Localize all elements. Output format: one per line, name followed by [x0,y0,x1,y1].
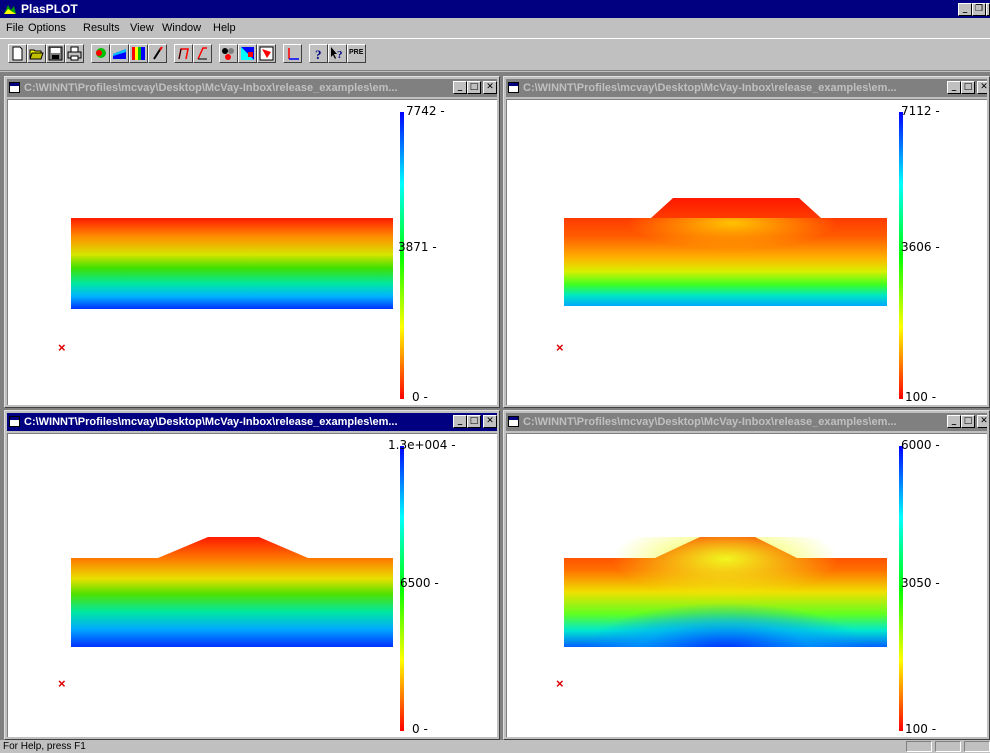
document-icon [508,82,519,93]
pencil-icon[interactable] [148,44,167,63]
document-icon [508,416,519,427]
scale-min-label: 100 - [905,722,937,736]
menu-window[interactable]: Window [162,22,202,34]
window-4-titlebar[interactable]: C:\WINNT\Profiles\mcvay\Desktop\McVay-In… [506,413,987,431]
window-2-title: C:\WINNT\Profiles\mcvay\Desktop\McVay-In… [523,82,897,94]
plot-window-1[interactable]: C:\WINNT\Profiles\mcvay\Desktop\McVay-In… [4,76,500,408]
scale-mid-label: 3050 - [901,576,940,590]
window-1-close-button[interactable]: ✕ [483,81,497,94]
embankment-section [71,537,393,647]
status-text: For Help, press F1 [3,741,86,752]
scale-max-label: 1.3e+004 - [388,438,456,452]
axis-left-icon[interactable] [174,44,193,63]
window-2-titlebar[interactable]: C:\WINNT\Profiles\mcvay\Desktop\McVay-In… [506,79,987,97]
window-2-minimize-button[interactable]: _ [947,81,961,94]
scale-mid-label: 6500 - [400,576,439,590]
color-scale-bar [400,112,404,399]
origin-marker: × [58,340,66,355]
plot-window-2[interactable]: C:\WINNT\Profiles\mcvay\Desktop\McVay-In… [503,76,990,408]
document-icon [9,82,20,93]
window-2-maximize-button[interactable]: □ [961,81,975,94]
scale-max-label: 7742 - [406,104,445,118]
toolbar: ? ? PRE [0,38,990,71]
scale-min-label: 100 - [905,390,937,404]
minimize-button[interactable]: _ [958,3,972,16]
scale-min-label: 0 - [412,722,428,736]
new-icon[interactable] [8,44,27,63]
print-icon[interactable] [65,44,84,63]
contour-plot-4 [564,446,903,731]
document-icon [9,416,20,427]
help-icon[interactable]: ? [309,44,328,63]
mdi-workspace: C:\WINNT\Profiles\mcvay\Desktop\McVay-In… [0,72,990,740]
contour-plot-2 [564,112,903,399]
app-title: PlasPLOT [21,2,78,16]
axis-right-icon[interactable] [193,44,212,63]
plot-window-3[interactable]: C:\WINNT\Profiles\mcvay\Desktop\McVay-In… [4,410,500,740]
pre-icon[interactable]: PRE [347,44,366,63]
status-pane-2 [935,741,961,752]
node-icon[interactable] [219,44,238,63]
contour-plot-3 [71,446,404,731]
plasplot-app-icon[interactable] [3,2,17,15]
window-1-minimize-button[interactable]: _ [453,81,467,94]
open-icon[interactable] [27,44,46,63]
scale-mid-label: 3606 - [901,240,940,254]
status-pane-1 [906,741,932,752]
element-color-icon[interactable] [238,44,257,63]
scale-mid-label: 3871 - [398,240,437,254]
window-4-plot-area[interactable]: 6000 - 3050 - 100 - × [506,433,987,737]
origin-marker: × [556,340,564,355]
window-3-plot-area[interactable]: 1.3e+004 - 6500 - 0 - × [7,433,497,737]
restore-button[interactable]: ❐ [972,3,986,16]
window-1-plot-area[interactable]: 7742 - 3871 - 0 - × [7,99,497,405]
window-1-titlebar[interactable]: C:\WINNT\Profiles\mcvay\Desktop\McVay-In… [7,79,497,97]
plot-window-4[interactable]: C:\WINNT\Profiles\mcvay\Desktop\McVay-In… [503,410,990,740]
close-button[interactable] [986,3,990,16]
window-3-titlebar[interactable]: C:\WINNT\Profiles\mcvay\Desktop\McVay-In… [7,413,497,431]
menu-help[interactable]: Help [213,22,236,34]
menu-results[interactable]: Results [83,22,120,34]
scale-max-label: 7112 - [901,104,940,118]
mesh-icon[interactable] [91,44,110,63]
app-titlebar[interactable]: PlasPLOT _ ❐ [0,0,990,18]
axes-icon[interactable] [283,44,302,63]
window-3-maximize-button[interactable]: □ [467,415,481,428]
window-1-title: C:\WINNT\Profiles\mcvay\Desktop\McVay-In… [24,82,398,94]
color-scale-bar [899,446,903,731]
origin-marker: × [58,676,66,691]
window-1-maximize-button[interactable]: □ [467,81,481,94]
boundary-icon[interactable] [257,44,276,63]
contour-icon[interactable] [110,44,129,63]
color-scale-icon[interactable] [129,44,148,63]
scale-max-label: 6000 - [901,438,940,452]
window-2-close-button[interactable]: ✕ [977,81,987,94]
status-bar: For Help, press F1 [0,740,990,753]
color-scale-bar [899,112,903,399]
menu-file[interactable]: File [6,22,24,34]
pre-label: PRE [349,49,364,56]
soil-section [71,218,393,309]
window-3-title: C:\WINNT\Profiles\mcvay\Desktop\McVay-In… [24,416,398,428]
menu-bar: File Options Results View Window Help [0,18,990,38]
color-scale-bar [400,446,404,731]
svg-text:?: ? [337,49,343,61]
menu-view[interactable]: View [130,22,154,34]
context-help-icon[interactable]: ? [328,44,347,63]
window-4-close-button[interactable]: ✕ [977,415,987,428]
status-pane-3 [964,741,990,752]
contour-plot-1 [71,112,404,399]
scale-min-label: 0 - [412,390,428,404]
window-4-title: C:\WINNT\Profiles\mcvay\Desktop\McVay-In… [523,416,897,428]
svg-text:?: ? [315,47,322,61]
window-4-minimize-button[interactable]: _ [947,415,961,428]
window-3-close-button[interactable]: ✕ [483,415,497,428]
menu-options[interactable]: Options [28,22,66,34]
window-2-plot-area[interactable]: 7112 - 3606 - 100 - × [506,99,987,405]
save-icon[interactable] [46,44,65,63]
window-4-maximize-button[interactable]: □ [961,415,975,428]
window-3-minimize-button[interactable]: _ [453,415,467,428]
origin-marker: × [556,676,564,691]
